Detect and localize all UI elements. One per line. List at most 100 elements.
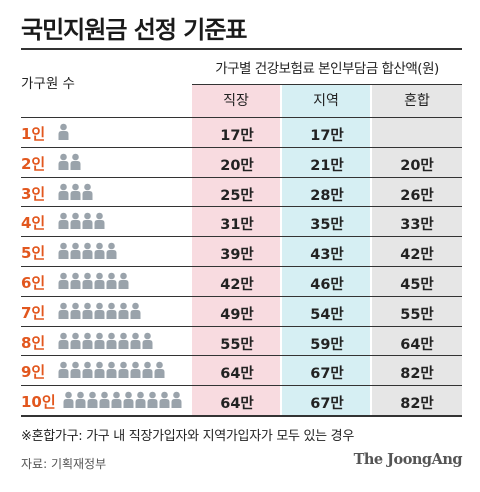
person-icon bbox=[99, 391, 110, 409]
person-icon bbox=[70, 302, 81, 319]
cell-regional: 67만 bbox=[310, 366, 344, 383]
cell-regional: 59만 bbox=[310, 336, 344, 353]
person-icon bbox=[94, 242, 105, 260]
cell-mixed: 82만 bbox=[400, 396, 434, 413]
column-bg-regional bbox=[282, 84, 370, 415]
cell-mixed: 26만 bbox=[400, 187, 434, 204]
people-icons bbox=[58, 242, 117, 260]
person-icon bbox=[106, 272, 117, 289]
row-label: 6인 bbox=[21, 274, 46, 292]
person-icon bbox=[63, 391, 74, 409]
person-icon bbox=[75, 391, 86, 409]
person-icon bbox=[171, 391, 182, 409]
cell-mixed: 55만 bbox=[400, 306, 434, 323]
person-icon bbox=[94, 212, 105, 230]
column-bg-workplace bbox=[192, 84, 280, 415]
row-label: 1인 bbox=[21, 125, 46, 143]
row-label: 4인 bbox=[21, 214, 46, 233]
people-icons bbox=[58, 302, 141, 319]
cell-regional: 46만 bbox=[310, 277, 344, 293]
person-icon bbox=[82, 361, 93, 379]
cell-workplace: 17만 bbox=[220, 128, 254, 144]
person-icon bbox=[58, 361, 69, 379]
person-icon bbox=[82, 332, 93, 349]
person-icon bbox=[106, 332, 117, 349]
person-icon bbox=[130, 302, 141, 319]
person-icon bbox=[118, 332, 129, 349]
page-title: 국민지원금 선정 기준표 bbox=[21, 16, 248, 44]
person-icon bbox=[82, 272, 93, 289]
person-icon bbox=[82, 212, 93, 230]
cell-regional: 21만 bbox=[310, 157, 344, 174]
people-icons bbox=[58, 332, 153, 349]
person-icon bbox=[70, 153, 81, 170]
column-header-workplace: 직장 bbox=[223, 93, 249, 109]
cell-workplace: 49만 bbox=[220, 306, 254, 323]
people-icons bbox=[63, 391, 182, 409]
person-icon bbox=[58, 153, 69, 170]
column-bg-mixed bbox=[372, 84, 462, 415]
person-icon bbox=[142, 361, 153, 379]
row-separator bbox=[21, 176, 462, 178]
cell-workplace: 31만 bbox=[220, 217, 254, 234]
brand-logo: The JoongAng bbox=[353, 451, 463, 468]
person-icon bbox=[58, 242, 69, 260]
row-separator bbox=[21, 266, 462, 267]
person-icon bbox=[147, 391, 158, 409]
people-icons bbox=[58, 123, 69, 140]
person-icon bbox=[118, 302, 129, 319]
person-icon bbox=[130, 361, 141, 379]
person-icon bbox=[94, 272, 105, 289]
person-icon bbox=[130, 332, 141, 349]
top-rule bbox=[21, 48, 462, 50]
cell-mixed: 42만 bbox=[400, 247, 434, 264]
person-icon bbox=[58, 212, 69, 230]
person-icon bbox=[135, 391, 146, 409]
header-main: 가구별 건강보험료 본인부담금 합산액(원) bbox=[215, 61, 439, 77]
row-separator bbox=[21, 117, 462, 118]
person-icon bbox=[70, 242, 81, 260]
person-icon bbox=[159, 391, 170, 409]
cell-workplace: 25만 bbox=[220, 187, 254, 204]
person-icon bbox=[82, 183, 93, 200]
row-separator bbox=[21, 236, 462, 238]
person-icon bbox=[94, 361, 105, 379]
people-icons bbox=[58, 153, 81, 170]
people-icons bbox=[58, 272, 129, 289]
cell-workplace: 42만 bbox=[220, 277, 254, 293]
footnote: ※혼합가구: 가구 내 직장가입자와 지역가입자가 모두 있는 경우 bbox=[21, 429, 354, 444]
cell-mixed: 82만 bbox=[400, 366, 434, 383]
row-label: 2인 bbox=[21, 154, 46, 173]
cell-workplace: 39만 bbox=[220, 247, 254, 264]
cell-regional: 67만 bbox=[310, 396, 344, 413]
people-icons bbox=[58, 361, 165, 379]
row-label: 10인 bbox=[21, 393, 56, 412]
cell-mixed: 33만 bbox=[400, 217, 434, 234]
cell-workplace: 64만 bbox=[220, 366, 254, 383]
person-icon bbox=[58, 302, 69, 319]
person-icon bbox=[118, 272, 129, 289]
cell-mixed: 64만 bbox=[400, 336, 434, 353]
person-icon bbox=[70, 332, 81, 349]
person-icon bbox=[118, 361, 129, 379]
cell-regional: 54만 bbox=[310, 306, 344, 323]
person-icon bbox=[106, 361, 117, 379]
row-label: 8인 bbox=[21, 333, 46, 352]
person-icon bbox=[70, 183, 81, 200]
cell-workplace: 20만 bbox=[220, 157, 254, 174]
person-icon bbox=[82, 302, 93, 319]
row-separator bbox=[21, 295, 462, 297]
person-icon bbox=[70, 361, 81, 379]
cell-mixed: 45만 bbox=[400, 277, 434, 293]
person-icon bbox=[154, 361, 165, 379]
person-icon bbox=[94, 302, 105, 319]
person-icon bbox=[106, 242, 117, 260]
row-separator bbox=[21, 355, 462, 357]
cell-workplace: 64만 bbox=[220, 396, 254, 413]
bottom-rule bbox=[21, 415, 462, 417]
header-rule bbox=[192, 84, 462, 85]
column-header-mixed: 혼합 bbox=[404, 93, 430, 109]
people-icons bbox=[58, 183, 93, 200]
person-icon bbox=[111, 391, 122, 409]
person-icon bbox=[82, 242, 93, 260]
